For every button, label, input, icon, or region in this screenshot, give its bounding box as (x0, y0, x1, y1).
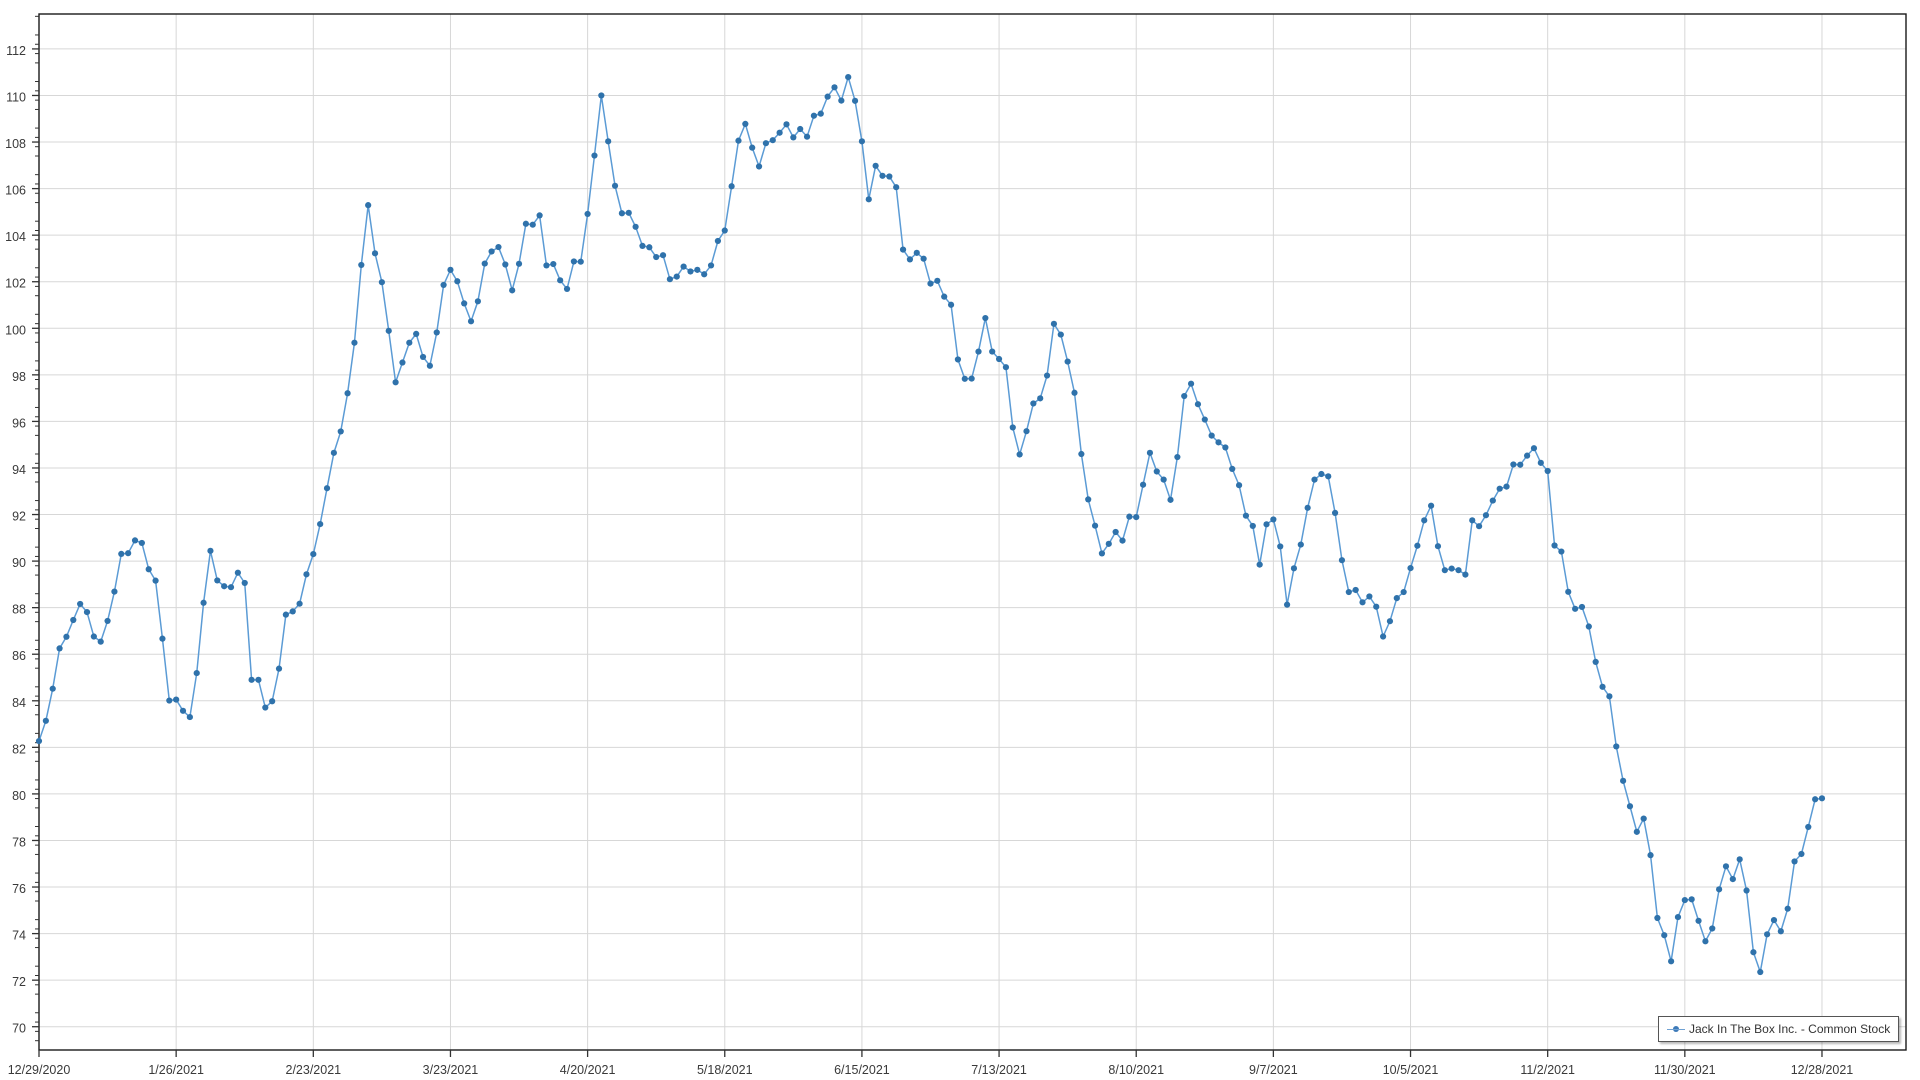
svg-text:11/2/2021: 11/2/2021 (1520, 1063, 1575, 1077)
svg-text:1/26/2021: 1/26/2021 (148, 1063, 204, 1077)
svg-text:7/13/2021: 7/13/2021 (971, 1063, 1027, 1077)
svg-text:94: 94 (12, 463, 26, 477)
svg-text:96: 96 (12, 416, 26, 430)
svg-text:8/10/2021: 8/10/2021 (1108, 1063, 1164, 1077)
svg-text:86: 86 (12, 649, 26, 663)
svg-text:102: 102 (5, 277, 26, 291)
svg-text:10/5/2021: 10/5/2021 (1383, 1063, 1439, 1077)
svg-text:76: 76 (12, 882, 26, 896)
svg-text:3/23/2021: 3/23/2021 (423, 1063, 479, 1077)
svg-text:12/28/2021: 12/28/2021 (1791, 1063, 1854, 1077)
svg-text:106: 106 (5, 184, 26, 198)
svg-text:110: 110 (6, 90, 26, 104)
svg-text:104: 104 (5, 230, 26, 244)
svg-text:80: 80 (12, 789, 26, 803)
svg-text:88: 88 (12, 603, 26, 617)
svg-text:5/18/2021: 5/18/2021 (697, 1063, 753, 1077)
svg-text:70: 70 (12, 1022, 26, 1036)
svg-text:90: 90 (12, 556, 26, 570)
svg-text:4/20/2021: 4/20/2021 (560, 1063, 616, 1077)
svg-text:72: 72 (12, 975, 26, 989)
svg-text:78: 78 (12, 835, 26, 849)
svg-text:9/7/2021: 9/7/2021 (1249, 1063, 1298, 1077)
svg-text:112: 112 (6, 44, 26, 58)
svg-text:11/30/2021: 11/30/2021 (1654, 1063, 1716, 1077)
svg-text:74: 74 (12, 929, 26, 943)
svg-text:108: 108 (5, 137, 26, 151)
svg-text:100: 100 (5, 323, 26, 337)
svg-text:84: 84 (12, 696, 26, 710)
svg-text:92: 92 (12, 510, 26, 524)
svg-text:6/15/2021: 6/15/2021 (834, 1063, 890, 1077)
svg-text:2/23/2021: 2/23/2021 (286, 1063, 342, 1077)
svg-text:98: 98 (12, 370, 26, 384)
svg-text:12/29/2020: 12/29/2020 (8, 1063, 71, 1077)
svg-text:82: 82 (12, 742, 26, 756)
